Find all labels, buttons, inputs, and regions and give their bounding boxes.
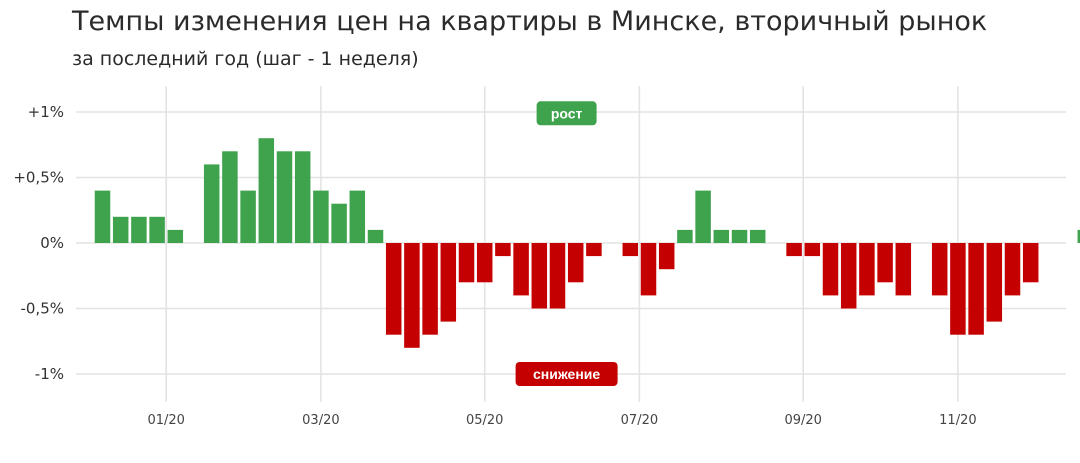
x-tick-label: 09/20 [784,413,821,428]
bar-week-42 [859,243,875,296]
x-tick-label: 07/20 [621,413,658,428]
bar-week-47 [950,243,966,335]
bar-week-3 [149,216,165,243]
bar-week-32 [677,229,693,243]
bar-week-23 [513,243,529,296]
bar-week-10 [276,151,293,243]
annotation-up-badge [536,101,597,126]
y-tick-label: -0,5% [20,300,64,318]
bar-week-4 [167,229,184,243]
bar-week-30 [640,243,657,296]
bar-week-27 [586,243,602,257]
bar-week-35 [731,229,748,243]
bar-week-25 [549,243,566,309]
annotation-down-label: снижение [533,366,600,382]
bar-week-19 [440,243,457,322]
bar-week-50 [1004,243,1021,296]
bar-week-12 [313,190,329,243]
bar-week-11 [294,151,311,243]
bar-week-26 [567,243,584,283]
bar-week-17 [404,243,420,348]
bar-week-51 [1022,243,1039,283]
bar-week-41 [840,243,857,309]
bar-week-6 [203,164,220,243]
bar-week-49 [986,243,1003,322]
bar-week-44 [895,243,912,296]
bar-week-15 [367,229,384,243]
annotation-down-badge [515,362,618,386]
annotations: рост снижение [515,101,618,386]
x-tick-label: 03/20 [302,413,339,428]
bar-week-39 [804,243,821,257]
bar-week-0 [94,190,111,243]
annotation-up: рост [536,101,597,126]
bar-week-48 [968,243,984,335]
bar-week-21 [476,243,493,283]
bar-week-36 [749,229,766,243]
bar-week-43 [877,243,893,283]
x-tick-label: 05/20 [466,413,503,428]
annotation-down: снижение [515,362,618,386]
bar-week-1 [112,216,129,243]
annotation-up-label: рост [551,105,583,121]
bar-week-8 [240,190,256,243]
bar-week-24 [531,243,548,309]
bar-week-40 [822,243,839,296]
bar-week-7 [222,151,238,243]
x-axis-ticks: 01/20 03/20 05/20 07/20 09/20 11/20 [147,413,976,428]
chart-title: Темпы изменения цен на квартиры в Минске… [72,6,988,37]
y-tick-label: +1% [28,103,64,121]
y-axis-ticks: +1% +0,5% 0% -0,5% -1% [13,103,64,383]
bar-week-18 [422,243,438,335]
bar-week-16 [385,243,402,335]
x-tick-label: 01/20 [147,413,184,428]
bar-week-14 [349,190,366,243]
y-tick-label: 0% [40,234,64,252]
chart-subtitle: за последний год (шаг - 1 неделя) [72,48,419,70]
bar-week-2 [131,216,147,243]
bar-week-22 [495,243,511,257]
y-tick-label: +0,5% [13,169,64,187]
y-tick-label: -1% [35,365,64,383]
bar-week-9 [258,138,275,243]
bar-week-33 [695,190,711,243]
bars [94,138,1080,348]
bar-week-46 [931,243,948,296]
bar-week-38 [786,243,802,257]
bar-week-34 [713,229,730,243]
x-tick-label: 11/20 [939,413,976,428]
bar-week-13 [331,203,347,243]
bar-week-31 [658,243,675,270]
bar-week-20 [458,243,475,283]
bar-week-54 [1077,229,1080,243]
bar-week-29 [622,243,639,257]
